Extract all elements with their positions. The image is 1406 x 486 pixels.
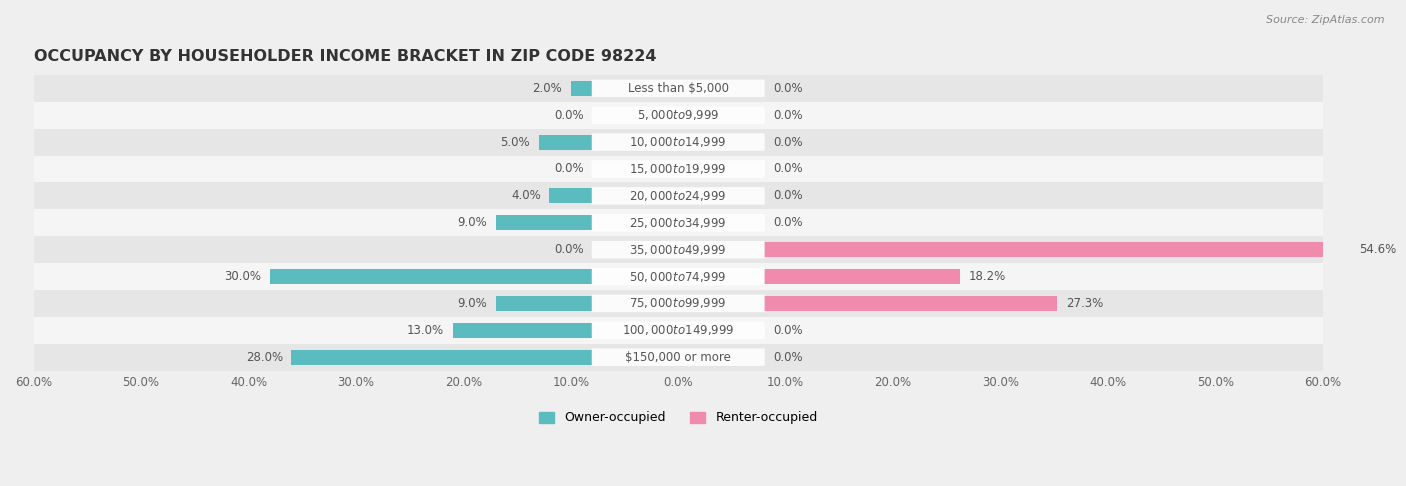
Text: 18.2%: 18.2% — [969, 270, 1005, 283]
Text: 9.0%: 9.0% — [457, 216, 486, 229]
FancyBboxPatch shape — [34, 290, 1323, 317]
Text: 4.0%: 4.0% — [510, 190, 541, 202]
FancyBboxPatch shape — [592, 241, 765, 259]
FancyBboxPatch shape — [34, 182, 1323, 209]
Legend: Owner-occupied, Renter-occupied: Owner-occupied, Renter-occupied — [534, 406, 823, 430]
Text: 0.0%: 0.0% — [773, 136, 803, 149]
Text: 0.0%: 0.0% — [773, 82, 803, 95]
Text: $25,000 to $34,999: $25,000 to $34,999 — [630, 216, 727, 230]
Text: 0.0%: 0.0% — [773, 109, 803, 122]
Bar — [571, 81, 592, 96]
FancyBboxPatch shape — [34, 156, 1323, 182]
Text: 54.6%: 54.6% — [1360, 243, 1396, 256]
FancyBboxPatch shape — [34, 129, 1323, 156]
Text: 0.0%: 0.0% — [773, 324, 803, 337]
FancyBboxPatch shape — [592, 268, 765, 285]
Text: 0.0%: 0.0% — [773, 162, 803, 175]
Text: $5,000 to $9,999: $5,000 to $9,999 — [637, 108, 720, 122]
FancyBboxPatch shape — [34, 236, 1323, 263]
Text: OCCUPANCY BY HOUSEHOLDER INCOME BRACKET IN ZIP CODE 98224: OCCUPANCY BY HOUSEHOLDER INCOME BRACKET … — [34, 49, 657, 64]
Text: 27.3%: 27.3% — [1066, 297, 1104, 310]
Text: $15,000 to $19,999: $15,000 to $19,999 — [630, 162, 727, 176]
Bar — [765, 296, 1057, 311]
Text: 0.0%: 0.0% — [554, 243, 583, 256]
Bar — [270, 269, 592, 284]
FancyBboxPatch shape — [592, 348, 765, 366]
FancyBboxPatch shape — [592, 160, 765, 178]
Text: 28.0%: 28.0% — [246, 351, 283, 364]
FancyBboxPatch shape — [34, 317, 1323, 344]
Text: 30.0%: 30.0% — [225, 270, 262, 283]
Bar — [765, 242, 1351, 257]
Bar — [453, 323, 592, 338]
Bar — [538, 135, 592, 150]
Text: 5.0%: 5.0% — [501, 136, 530, 149]
Text: 2.0%: 2.0% — [533, 82, 562, 95]
FancyBboxPatch shape — [592, 80, 765, 97]
Text: 9.0%: 9.0% — [457, 297, 486, 310]
Text: $20,000 to $24,999: $20,000 to $24,999 — [630, 189, 727, 203]
FancyBboxPatch shape — [592, 322, 765, 339]
Text: $10,000 to $14,999: $10,000 to $14,999 — [630, 135, 727, 149]
Text: 0.0%: 0.0% — [554, 109, 583, 122]
FancyBboxPatch shape — [34, 209, 1323, 236]
Bar — [765, 269, 960, 284]
Text: $35,000 to $49,999: $35,000 to $49,999 — [630, 243, 727, 257]
FancyBboxPatch shape — [592, 187, 765, 205]
FancyBboxPatch shape — [34, 344, 1323, 371]
FancyBboxPatch shape — [34, 75, 1323, 102]
Text: $150,000 or more: $150,000 or more — [626, 351, 731, 364]
Text: 0.0%: 0.0% — [773, 351, 803, 364]
Text: $75,000 to $99,999: $75,000 to $99,999 — [630, 296, 727, 311]
Text: 0.0%: 0.0% — [554, 162, 583, 175]
FancyBboxPatch shape — [592, 214, 765, 231]
Text: 0.0%: 0.0% — [773, 190, 803, 202]
Bar — [291, 350, 592, 364]
FancyBboxPatch shape — [592, 133, 765, 151]
FancyBboxPatch shape — [34, 102, 1323, 129]
Bar — [495, 296, 592, 311]
Text: 0.0%: 0.0% — [773, 216, 803, 229]
FancyBboxPatch shape — [592, 106, 765, 124]
FancyBboxPatch shape — [34, 263, 1323, 290]
Text: $100,000 to $149,999: $100,000 to $149,999 — [621, 323, 734, 337]
Text: Source: ZipAtlas.com: Source: ZipAtlas.com — [1267, 15, 1385, 25]
Text: Less than $5,000: Less than $5,000 — [627, 82, 728, 95]
FancyBboxPatch shape — [592, 295, 765, 312]
Bar — [550, 189, 592, 203]
Text: 13.0%: 13.0% — [406, 324, 444, 337]
Text: $50,000 to $74,999: $50,000 to $74,999 — [630, 270, 727, 283]
Bar — [495, 215, 592, 230]
